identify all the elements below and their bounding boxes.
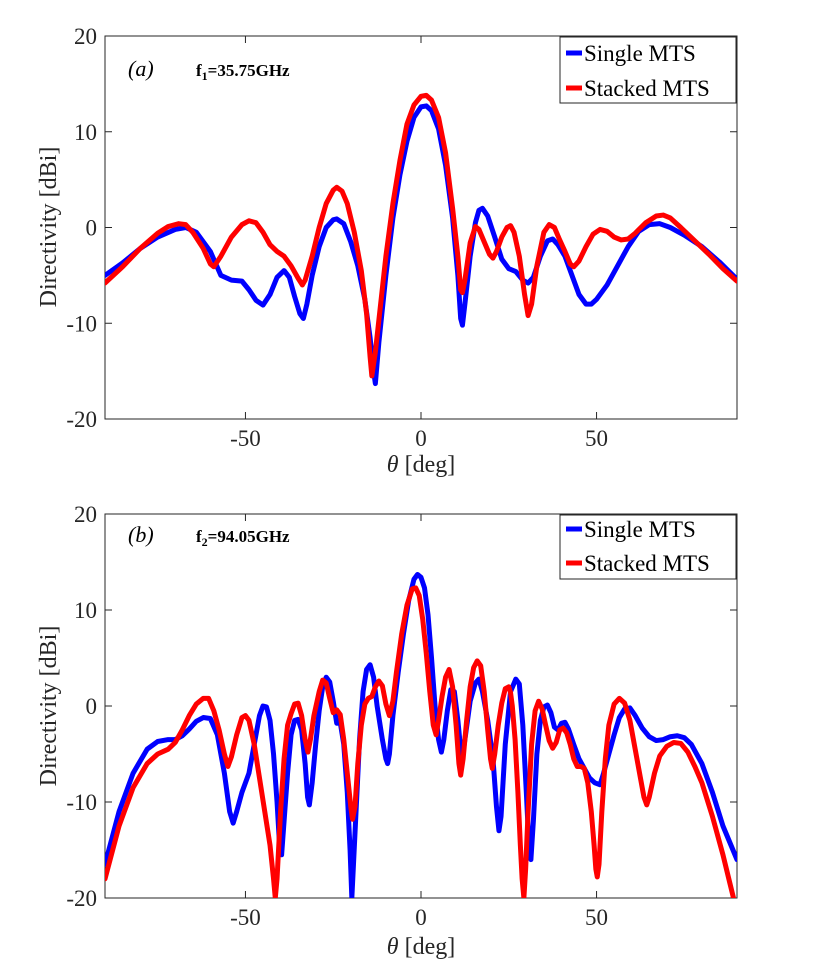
directivity-chart-b: -20 -10 0 10 20 -50 0 50 (b) f2=94.05GHz Singl…	[36, 502, 738, 960]
frequency-annotation: f2=94.05GHz	[196, 527, 290, 549]
directivity-chart-a: -20 -10 0 10 20 -50 0 50 (a) f1=35.75GHz Singl…	[36, 24, 738, 478]
x-axis-unit: [deg]	[405, 452, 456, 478]
freq-value: =35.75GHz	[208, 61, 290, 80]
series-group	[105, 92, 737, 387]
panel-label: (b)	[128, 522, 154, 547]
legend: Single MTS Stacked MTS	[559, 36, 737, 104]
y-tick-label: 20	[74, 502, 97, 527]
legend-box	[559, 514, 737, 580]
y-tick-label: 0	[86, 694, 98, 719]
x-tick-label: -50	[230, 905, 261, 930]
y-axis-label: Directivity [dBi]	[36, 626, 62, 787]
legend-label-stacked: Stacked MTS	[584, 551, 710, 576]
x-tick-label: 0	[415, 426, 427, 451]
series-group	[105, 571, 737, 898]
legend-label-stacked: Stacked MTS	[584, 76, 710, 101]
x-tick-label: 0	[415, 905, 427, 930]
x-axis-symbol: θ	[387, 934, 399, 960]
x-tick-label: 50	[585, 905, 608, 930]
freq-subscript: 1	[202, 69, 208, 83]
freq-symbol: f	[196, 61, 202, 80]
x-axis-label: θ [deg]	[387, 934, 455, 960]
series-line-single-mts	[105, 571, 737, 898]
y-ticks: -20 -10 0 10 20	[66, 24, 737, 432]
legend-box	[559, 36, 737, 104]
y-tick-label: 10	[74, 120, 97, 145]
legend: Single MTS Stacked MTS	[559, 514, 737, 580]
y-tick-label: -20	[66, 886, 97, 911]
freq-symbol: f	[196, 527, 202, 546]
y-tick-label: 10	[74, 598, 97, 623]
x-ticks: -50 0 50	[230, 514, 608, 930]
x-tick-label: -50	[230, 426, 261, 451]
panel-label: (a)	[128, 56, 154, 81]
freq-subscript: 2	[202, 535, 208, 549]
x-axis-unit: [deg]	[405, 934, 456, 960]
freq-value: =94.05GHz	[208, 527, 290, 546]
frequency-annotation: f1=35.75GHz	[196, 61, 290, 83]
legend-label-single: Single MTS	[584, 517, 696, 542]
x-tick-label: 50	[585, 426, 608, 451]
y-tick-label: -20	[66, 407, 97, 432]
y-tick-label: 0	[86, 216, 98, 241]
x-axis-label: θ [deg]	[387, 452, 455, 478]
legend-label-single: Single MTS	[584, 41, 696, 66]
chart-panel-a: -20 -10 0 10 20 -50 0 50 (a) f1=35.75GHz Singl…	[0, 0, 814, 481]
chart-panel-b: -20 -10 0 10 20 -50 0 50 (b) f2=94.05GHz Singl…	[0, 482, 814, 963]
y-tick-label: -10	[66, 790, 97, 815]
series-line-stacked-mts	[105, 585, 736, 898]
y-ticks: -20 -10 0 10 20	[66, 502, 737, 911]
series-line-stacked-mts	[105, 92, 737, 379]
y-axis-label: Directivity [dBi]	[36, 147, 62, 308]
x-axis-symbol: θ	[387, 452, 399, 478]
series-line-single-mts	[105, 103, 737, 387]
y-tick-label: -10	[66, 311, 97, 336]
y-tick-label: 20	[74, 24, 97, 49]
x-ticks: -50 0 50	[230, 36, 608, 451]
